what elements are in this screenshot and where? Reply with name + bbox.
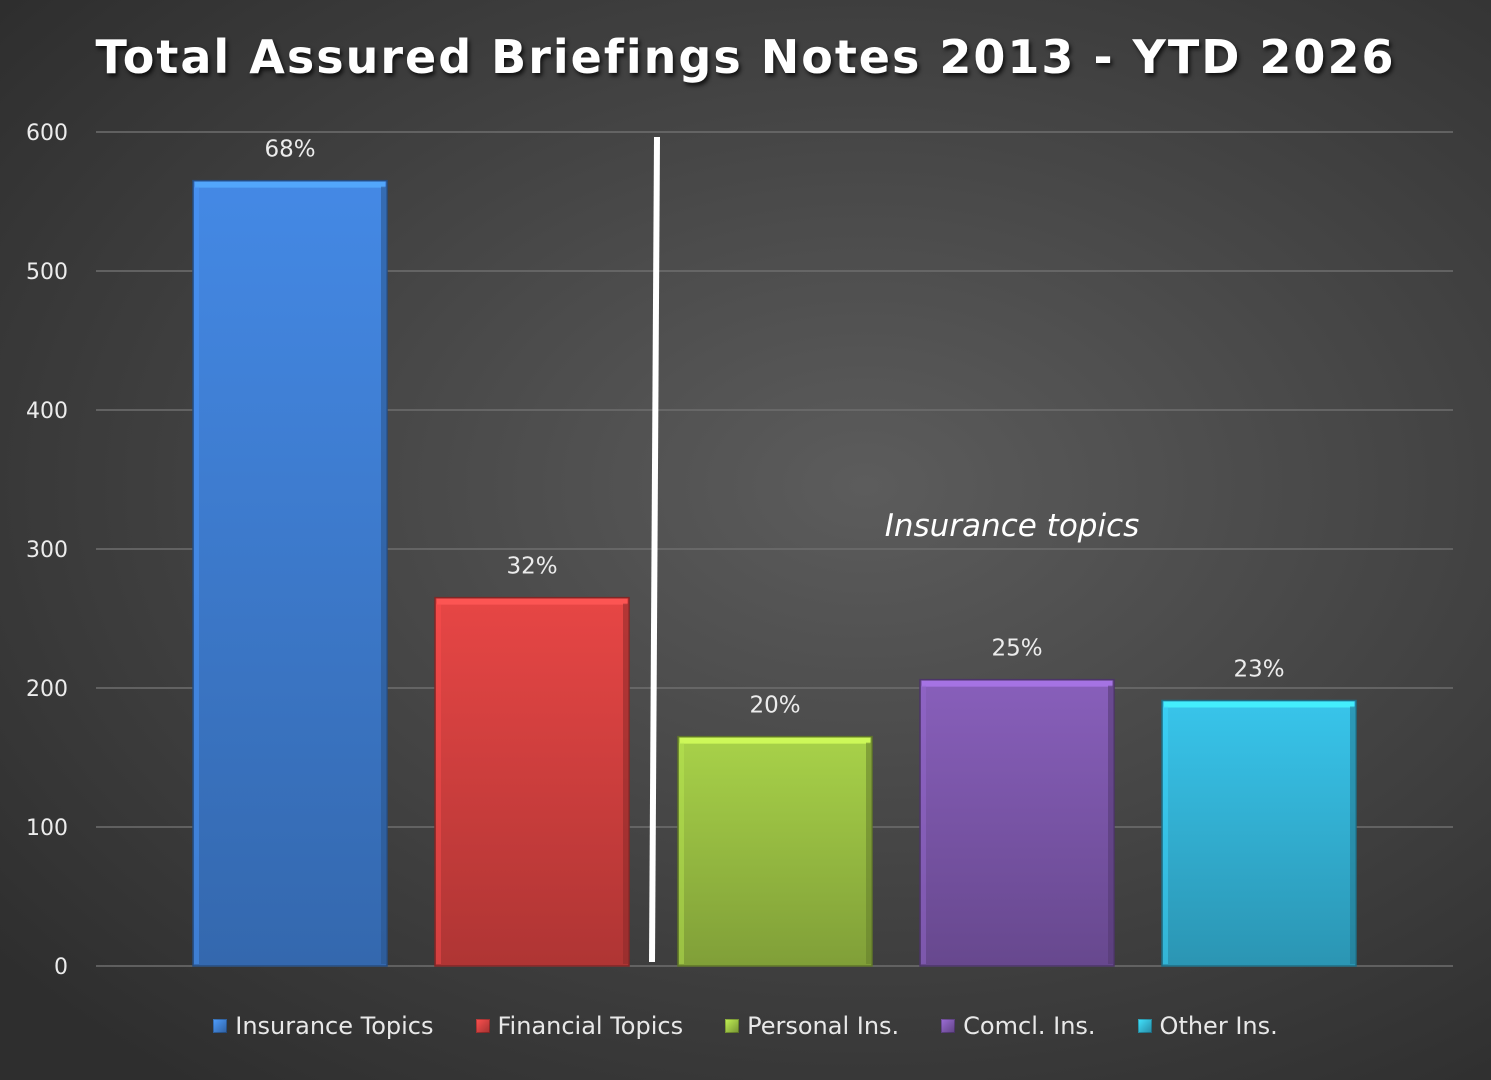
data-label-1: 68% (264, 137, 315, 163)
legend-item-4: Comcl. Ins. (941, 1012, 1096, 1040)
bar-1 (192, 179, 388, 967)
y-tick-label: 200 (26, 677, 68, 702)
legend-item-2: Financial Topics (475, 1012, 684, 1040)
data-label-3: 20% (749, 693, 800, 719)
legend-swatch (1137, 1019, 1152, 1033)
legend-swatch (475, 1019, 490, 1033)
legend-item-3: Personal Ins. (725, 1012, 899, 1040)
bar-4 (919, 678, 1115, 967)
bar-2 (434, 596, 630, 967)
legend-label: Other Ins. (1159, 1012, 1278, 1040)
data-label-5: 23% (1233, 657, 1284, 683)
data-label-2: 32% (506, 554, 557, 580)
y-axis-ticks: 0 100 200 300 400 500 600 (26, 121, 68, 980)
legend-label: Financial Topics (497, 1012, 684, 1040)
bars (192, 179, 1357, 967)
chart-title: Total Assured Briefings Notes 2013 - YTD… (95, 30, 1396, 84)
legend: Insurance Topics Financial Topics Personal… (0, 1012, 1491, 1040)
bar-3 (677, 735, 873, 967)
y-tick-label: 0 (54, 955, 68, 980)
data-labels: 68% 32% 20% 25% 23% (264, 137, 1284, 719)
data-label-4: 25% (991, 636, 1042, 662)
legend-label: Comcl. Ins. (963, 1012, 1096, 1040)
y-tick-label: 400 (26, 399, 68, 424)
legend-item-5: Other Ins. (1137, 1012, 1278, 1040)
y-tick-label: 600 (26, 121, 68, 146)
y-tick-label: 100 (26, 816, 68, 841)
legend-label: Insurance Topics (235, 1012, 434, 1040)
annotation-insurance-topics: Insurance topics (885, 508, 1140, 544)
legend-swatch (725, 1019, 740, 1033)
legend-swatch (941, 1019, 956, 1033)
legend-label: Personal Ins. (747, 1012, 900, 1040)
bar-5 (1161, 699, 1357, 967)
legend-item-1: Insurance Topics (213, 1012, 434, 1040)
y-tick-label: 300 (26, 538, 68, 563)
legend-swatch (213, 1019, 228, 1033)
group-divider-line (649, 136, 660, 963)
y-tick-label: 500 (26, 260, 68, 285)
